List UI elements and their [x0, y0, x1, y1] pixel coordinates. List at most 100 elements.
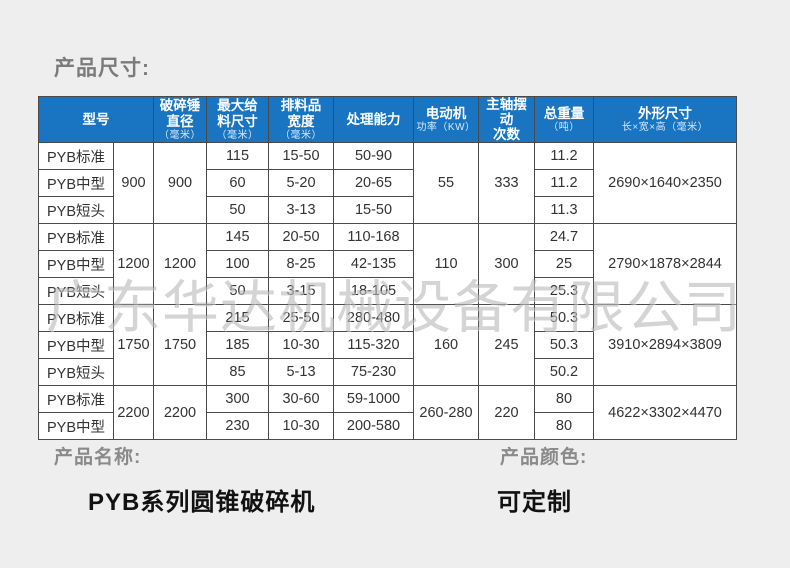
- cell-model-no: 1200: [113, 223, 154, 306]
- col-header-swing-line2: 次数: [493, 127, 520, 143]
- col-header-weight-label: 总重量: [543, 106, 585, 122]
- cell-model-no: 2200: [113, 385, 154, 441]
- cell-model: PYB中型: [38, 250, 114, 279]
- cell-weight: 25: [534, 250, 594, 279]
- col-header-dims-label: 外形尺寸: [638, 106, 692, 122]
- cell-capacity: 110-168: [333, 223, 414, 252]
- cell-swing: 245: [478, 304, 535, 387]
- cell-weight: 11.2: [534, 142, 594, 171]
- table-row: PYB标准 1750 1750 215 25-50 280-480 160 24…: [38, 304, 737, 387]
- cell-model: PYB中型: [38, 169, 114, 198]
- cell-weight: 11.2: [534, 169, 594, 198]
- table-row: PYB中型 230 10-30 200-580 80: [38, 412, 737, 441]
- col-header-swing-line1: 主轴摆动: [486, 97, 527, 128]
- cell-capacity: 20-65: [333, 169, 414, 198]
- col-header-feed-line1: 最大给: [217, 98, 258, 114]
- cell-model: PYB标准: [38, 223, 114, 252]
- product-color-label: 产品颜色:: [500, 447, 588, 468]
- col-header-discharge-unit: （毫米）: [280, 129, 322, 141]
- cell-hammer: 1200: [153, 223, 207, 306]
- cell-discharge: 8-25: [268, 250, 334, 279]
- cell-capacity: 59-1000: [333, 385, 414, 414]
- cell-dims: 4622×3302×4470: [593, 385, 737, 441]
- cell-discharge: 20-50: [268, 223, 334, 252]
- cell-weight: 11.3: [534, 196, 594, 225]
- cell-swing: 220: [478, 385, 535, 441]
- col-header-weight-unit: （吨）: [548, 122, 580, 134]
- cell-discharge: 30-60: [268, 385, 334, 414]
- table-row: PYB标准 2200 2200 300 30-60 59-1000 260-28…: [38, 385, 737, 441]
- col-header-discharge-line2: 宽度: [287, 113, 315, 129]
- cell-feed: 50: [206, 277, 269, 306]
- cell-capacity: 75-230: [333, 358, 414, 387]
- col-header-model-label: 型号: [82, 112, 110, 128]
- table-row: PYB中型 185 10-30 115-320 50.3: [38, 331, 737, 360]
- cell-dims: 2790×1878×2844: [593, 223, 737, 306]
- cell-capacity: 18-105: [333, 277, 414, 306]
- col-header-model: 型号: [38, 95, 154, 144]
- product-name-label: 产品名称:: [54, 447, 142, 468]
- cell-swing: 300: [478, 223, 535, 306]
- cell-discharge: 25-50: [268, 304, 334, 333]
- cell-feed: 85: [206, 358, 269, 387]
- cell-model: PYB短头: [38, 277, 114, 306]
- cell-weight: 80: [534, 385, 594, 414]
- cell-model-no: 900: [113, 142, 154, 225]
- table-row: PYB短头 50 3-13 15-50 11.3: [38, 196, 737, 225]
- cell-discharge: 3-13: [268, 196, 334, 225]
- col-header-motor: 电动机 功率（KW）: [413, 95, 479, 144]
- cell-model: PYB标准: [38, 304, 114, 333]
- cell-hammer: 900: [153, 142, 207, 225]
- col-header-discharge: 排料品 宽度 （毫米）: [268, 95, 334, 144]
- header-row: 型号 破碎锤 直径 （毫米） 最大给 料尺寸 （毫米） 排料品 宽度 （毫米） …: [38, 95, 737, 144]
- table-row: PYB中型 60 5-20 20-65 11.2: [38, 169, 737, 198]
- cell-capacity: 15-50: [333, 196, 414, 225]
- cell-feed: 230: [206, 412, 269, 441]
- cell-motor: 55: [413, 142, 479, 225]
- cell-feed: 215: [206, 304, 269, 333]
- cell-discharge: 5-20: [268, 169, 334, 198]
- cell-motor: 260-280: [413, 385, 479, 441]
- cell-feed: 100: [206, 250, 269, 279]
- cell-capacity: 50-90: [333, 142, 414, 171]
- cell-hammer: 1750: [153, 304, 207, 387]
- col-header-dims-unit: 长×宽×高（毫米）: [621, 122, 709, 134]
- cell-model: PYB中型: [38, 412, 114, 441]
- product-color-value: 可定制: [497, 489, 572, 516]
- table-row: PYB中型 100 8-25 42-135 25: [38, 250, 737, 279]
- col-header-capacity: 处理能力: [333, 95, 414, 144]
- cell-feed: 60: [206, 169, 269, 198]
- col-header-hammer-line2: 直径: [166, 113, 194, 129]
- table-row: PYB标准 1200 1200 145 20-50 110-168 110 30…: [38, 223, 737, 306]
- col-header-motor-label: 电动机: [425, 106, 467, 122]
- cell-model: PYB中型: [38, 331, 114, 360]
- table-row: PYB短头 85 5-13 75-230 50.2: [38, 358, 737, 387]
- cell-model: PYB标准: [38, 142, 114, 171]
- col-header-dims: 外形尺寸 长×宽×高（毫米）: [593, 95, 737, 144]
- cell-hammer: 2200: [153, 385, 207, 441]
- cell-motor: 160: [413, 304, 479, 387]
- col-header-swing: 主轴摆动 次数: [478, 95, 535, 144]
- cell-capacity: 115-320: [333, 331, 414, 360]
- cell-weight: 80: [534, 412, 594, 441]
- col-header-feed: 最大给 料尺寸 （毫米）: [206, 95, 269, 144]
- section-title: 产品尺寸:: [54, 57, 150, 80]
- cell-swing: 333: [478, 142, 535, 225]
- col-header-capacity-label: 处理能力: [346, 112, 401, 128]
- cell-discharge: 15-50: [268, 142, 334, 171]
- cell-weight: 50.3: [534, 331, 594, 360]
- cell-discharge: 3-15: [268, 277, 334, 306]
- cell-dims: 3910×2894×3809: [593, 304, 737, 387]
- col-header-feed-line2: 料尺寸: [217, 113, 258, 129]
- cell-feed: 115: [206, 142, 269, 171]
- cell-discharge: 5-13: [268, 358, 334, 387]
- cell-capacity: 200-580: [333, 412, 414, 441]
- col-header-discharge-line1: 排料品: [280, 98, 322, 114]
- col-header-hammer: 破碎锤 直径 （毫米）: [153, 95, 207, 144]
- table-row: PYB标准 900 900 115 15-50 50-90 55 333 11.…: [38, 142, 737, 225]
- cell-dims: 2690×1640×2350: [593, 142, 737, 225]
- cell-capacity: 42-135: [333, 250, 414, 279]
- col-header-motor-unit: 功率（KW）: [416, 122, 476, 134]
- cell-weight: 24.7: [534, 223, 594, 252]
